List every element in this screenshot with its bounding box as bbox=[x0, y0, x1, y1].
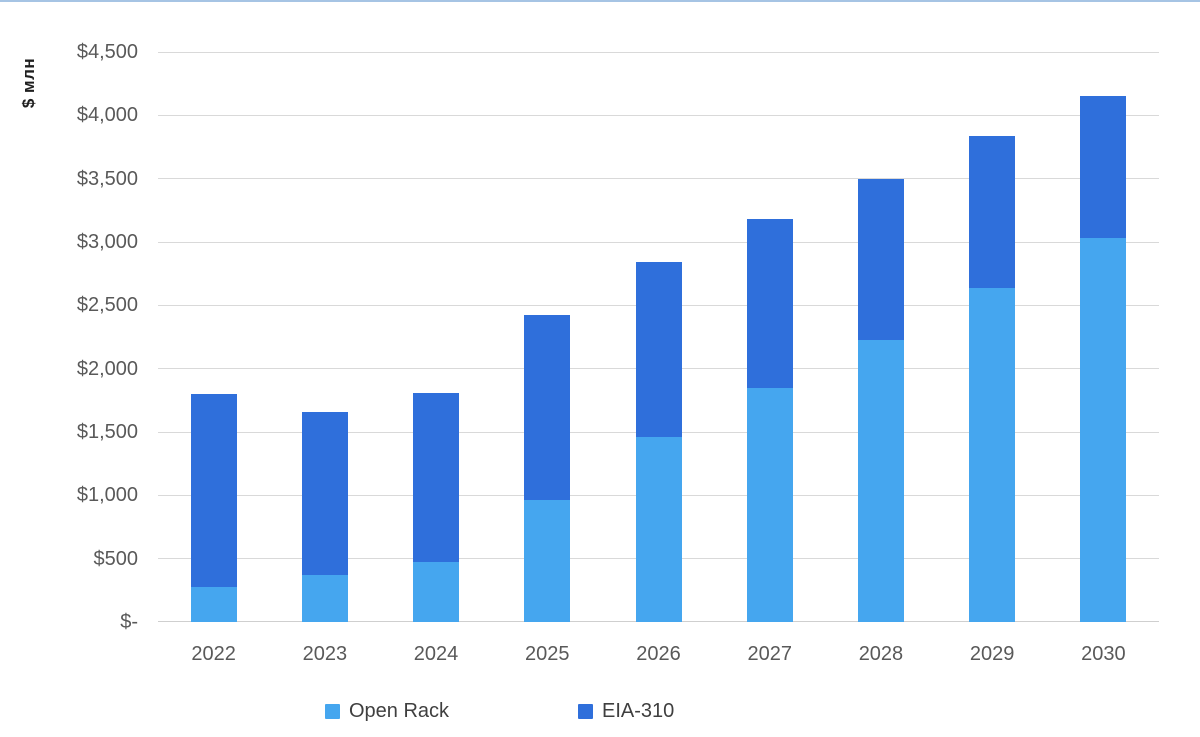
x-axis-labels: 2022 2023 2024 2025 2026 2027 2028 2029 2030 bbox=[158, 643, 1159, 671]
legend-item-eia-310: EIA-310 bbox=[578, 699, 674, 723]
legend-label: EIA-310 bbox=[602, 699, 675, 722]
bar-segment-eia-310-2028 bbox=[857, 178, 904, 340]
bar-segment-open-rack-2027 bbox=[746, 387, 793, 622]
x-tick-label-2025: 2025 bbox=[525, 643, 570, 665]
bar-segment-eia-310-2030 bbox=[1080, 96, 1127, 239]
bar-segment-open-rack-2029 bbox=[969, 287, 1016, 622]
gridline bbox=[158, 241, 1159, 243]
y-tick-label: $4,500 bbox=[76, 41, 138, 63]
bar-segment-open-rack-2026 bbox=[635, 437, 682, 622]
legend-label: Open Rack bbox=[349, 699, 450, 722]
window-top-border bbox=[0, 0, 1200, 2]
stacked-bar-2022 bbox=[190, 394, 237, 622]
bar-segment-eia-310-2029 bbox=[969, 135, 1016, 288]
gridline bbox=[158, 51, 1159, 53]
gridline bbox=[158, 114, 1159, 116]
x-tick-label-2022: 2022 bbox=[191, 643, 236, 665]
bar-segment-open-rack-2030 bbox=[1080, 238, 1127, 622]
stacked-bar-2026 bbox=[635, 262, 682, 622]
y-tick-label: $3,500 bbox=[76, 167, 138, 190]
y-tick-label: $2,500 bbox=[76, 294, 138, 317]
bar-segment-open-rack-2024 bbox=[413, 562, 460, 622]
stacked-bar-2030 bbox=[1080, 96, 1127, 622]
bar-segment-eia-310-2023 bbox=[301, 412, 348, 576]
y-tick-label: $1,000 bbox=[76, 484, 138, 507]
stacked-bar-2027 bbox=[746, 219, 793, 622]
legend-swatch-icon bbox=[578, 703, 593, 719]
x-tick-label-2027: 2027 bbox=[747, 643, 792, 665]
gridline bbox=[158, 178, 1159, 180]
stacked-bar-2023 bbox=[301, 412, 348, 622]
bar-segment-open-rack-2022 bbox=[190, 586, 237, 622]
x-tick-label-2026: 2026 bbox=[636, 643, 681, 665]
y-tick-label: $1,500 bbox=[76, 421, 138, 443]
y-tick-label: $3,000 bbox=[76, 231, 138, 253]
stacked-bar-2024 bbox=[413, 392, 460, 622]
bar-segment-open-rack-2025 bbox=[524, 499, 571, 622]
x-tick-label-2029: 2029 bbox=[969, 643, 1015, 665]
y-tick-label: $2,000 bbox=[76, 357, 138, 380]
y-axis-tick-labels: $- $500 $1,000 $1,500 $2,000 $2,500 $3,000 $3,5… bbox=[0, 0, 148, 737]
y-tick-label: $500 bbox=[93, 547, 139, 570]
legend-item-open-rack: Open Rack bbox=[325, 699, 449, 723]
stacked-bar-2029 bbox=[969, 135, 1016, 622]
bar-segment-eia-310-2026 bbox=[635, 262, 682, 438]
x-tick-label-2024: 2024 bbox=[413, 643, 459, 665]
bar-segment-eia-310-2027 bbox=[746, 219, 793, 388]
stacked-bar-2028 bbox=[857, 178, 904, 622]
x-tick-label-2028: 2028 bbox=[858, 643, 904, 665]
bar-segment-open-rack-2023 bbox=[301, 575, 348, 622]
x-tick-label-2030: 2030 bbox=[1081, 643, 1126, 665]
y-tick-label: $- bbox=[120, 611, 138, 633]
chart-legend: Open Rack EIA-310 bbox=[0, 699, 1200, 725]
bar-segment-open-rack-2028 bbox=[857, 339, 904, 622]
y-tick-label: $4,000 bbox=[76, 104, 138, 127]
x-tick-label-2023: 2023 bbox=[302, 643, 348, 665]
bar-segment-eia-310-2024 bbox=[413, 392, 460, 563]
bar-segment-eia-310-2022 bbox=[190, 394, 237, 587]
stacked-bar-2025 bbox=[524, 315, 571, 622]
legend-swatch-icon bbox=[325, 703, 340, 719]
plot-area bbox=[158, 51, 1159, 622]
bar-segment-eia-310-2025 bbox=[524, 315, 571, 500]
